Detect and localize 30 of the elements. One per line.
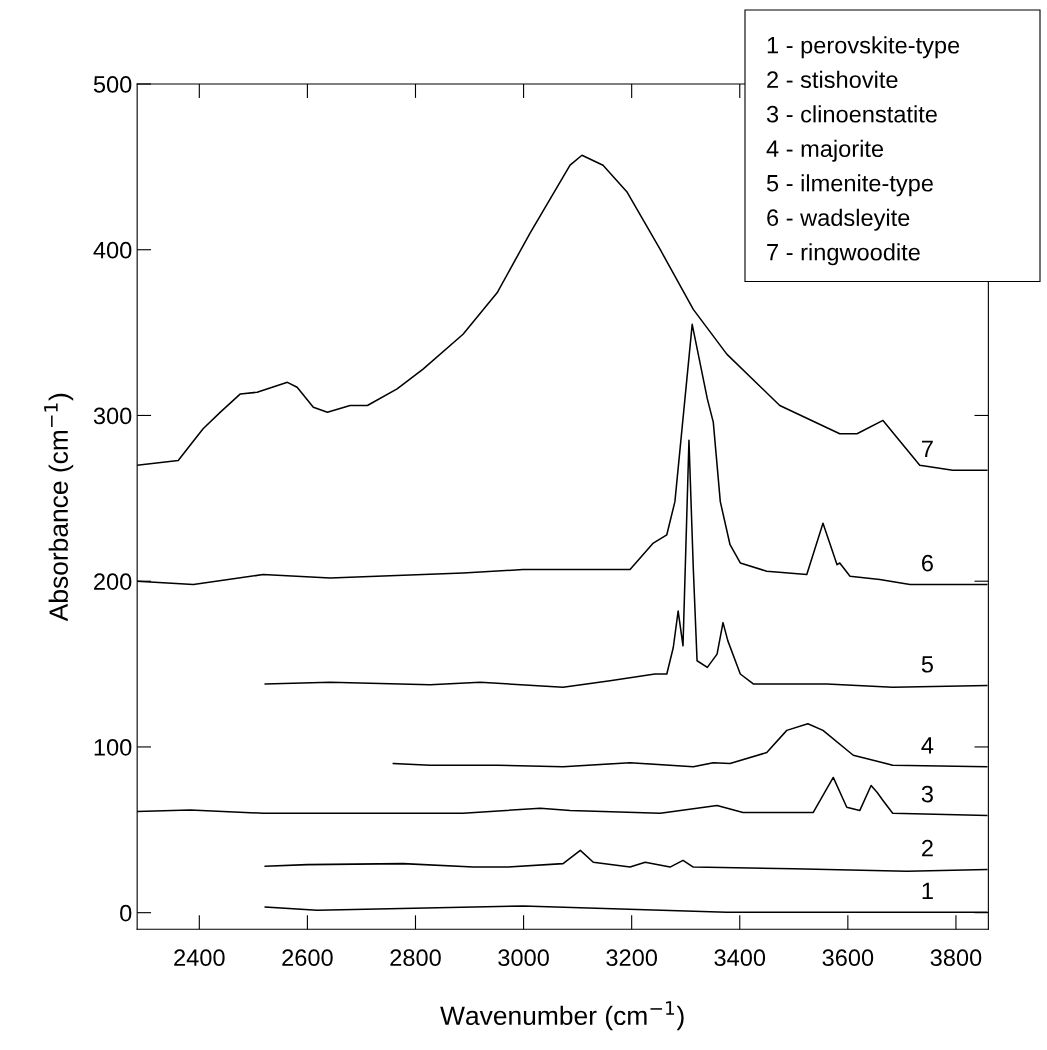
x-tick-label: 3400 (714, 949, 766, 967)
x-tick-label: 2400 (174, 949, 225, 967)
annotation: 2 - stishovite (767, 70, 898, 89)
x-tick-label: 3600 (822, 949, 874, 967)
series-label: 3 (921, 785, 933, 803)
y-tick-label: 100 (94, 739, 132, 756)
y-tick-label: 300 (93, 407, 132, 425)
x-tick-label: 3800 (930, 949, 982, 967)
x-tick-label: 3000 (498, 949, 549, 967)
annotation: 3 - clinoenstatite (766, 105, 937, 123)
text: 1 - perovskite-type (767, 36, 960, 59)
x-tick-label: 2800 (390, 949, 441, 967)
y-tick-label: 200 (94, 573, 132, 590)
y-tick-label: 500 (93, 76, 132, 93)
x-axis-title: Wavenumber (cm$^{−1}$) (440, 1001, 684, 1031)
y-axis-title: Absorbance (cm$^{−1}$) (44, 393, 74, 622)
x-tick-label: 2600 (282, 949, 333, 967)
series-label: 7 (922, 440, 933, 457)
x-tick-label: 3200 (606, 949, 658, 967)
y-tick-label: 0 (120, 904, 132, 922)
series-label: 1 (922, 882, 933, 899)
series-label: 5 (921, 656, 933, 673)
legend-label: 4 (921, 737, 934, 754)
y-tick-label: 400 (93, 241, 132, 259)
series-label: 6 (922, 554, 933, 572)
annotation: 5 - ilmenite-type (766, 174, 933, 197)
annotation: 7 - ringwoodite (767, 243, 920, 266)
annotation: 6 - wadsleyite (767, 208, 910, 231)
series-label: 2 (922, 839, 933, 857)
annotation: 4 - majorite (766, 139, 884, 162)
